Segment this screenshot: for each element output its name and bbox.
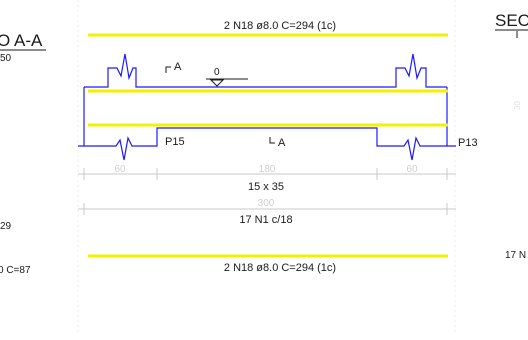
level-mark-triangle — [209, 79, 225, 87]
left-section-scale: 50 — [0, 53, 12, 64]
right-section-faint-glyph: 30 — [513, 101, 522, 110]
section-mark-symbol — [269, 137, 275, 144]
level-mark-value: 0 — [214, 67, 220, 78]
beam-outline — [78, 53, 456, 161]
pillar-left-label: P15 — [165, 136, 185, 148]
section-mark-top: A — [174, 61, 182, 73]
section-mark-symbol — [165, 66, 171, 73]
right-section-value-a: 17 N — [505, 250, 526, 261]
left-section-title: O A-A — [0, 31, 43, 50]
section-mark-bottom: A — [278, 137, 286, 149]
top-rebar-label: 2 N18 ø8.0 C=294 (1c) — [224, 20, 336, 32]
left-section-value-b: 0 C=87 — [0, 265, 31, 276]
span-dimension-line — [78, 168, 456, 180]
total-length-value: 300 — [258, 198, 275, 209]
span-left-value: 60 — [114, 164, 126, 175]
span-mid-value: 180 — [259, 164, 276, 175]
span-right-value: 60 — [406, 164, 418, 175]
left-section-value-a: 29 — [0, 221, 12, 232]
stirrups-label: 17 N1 c/18 — [239, 214, 292, 226]
pillar-right-label: P13 — [458, 137, 478, 149]
bottom-rebar-label: 2 N18 ø8.0 C=294 (1c) — [224, 262, 336, 274]
section-size-label: 15 x 35 — [248, 181, 284, 193]
right-section-title: SEC — [495, 11, 528, 30]
total-dimension-line — [78, 203, 456, 215]
